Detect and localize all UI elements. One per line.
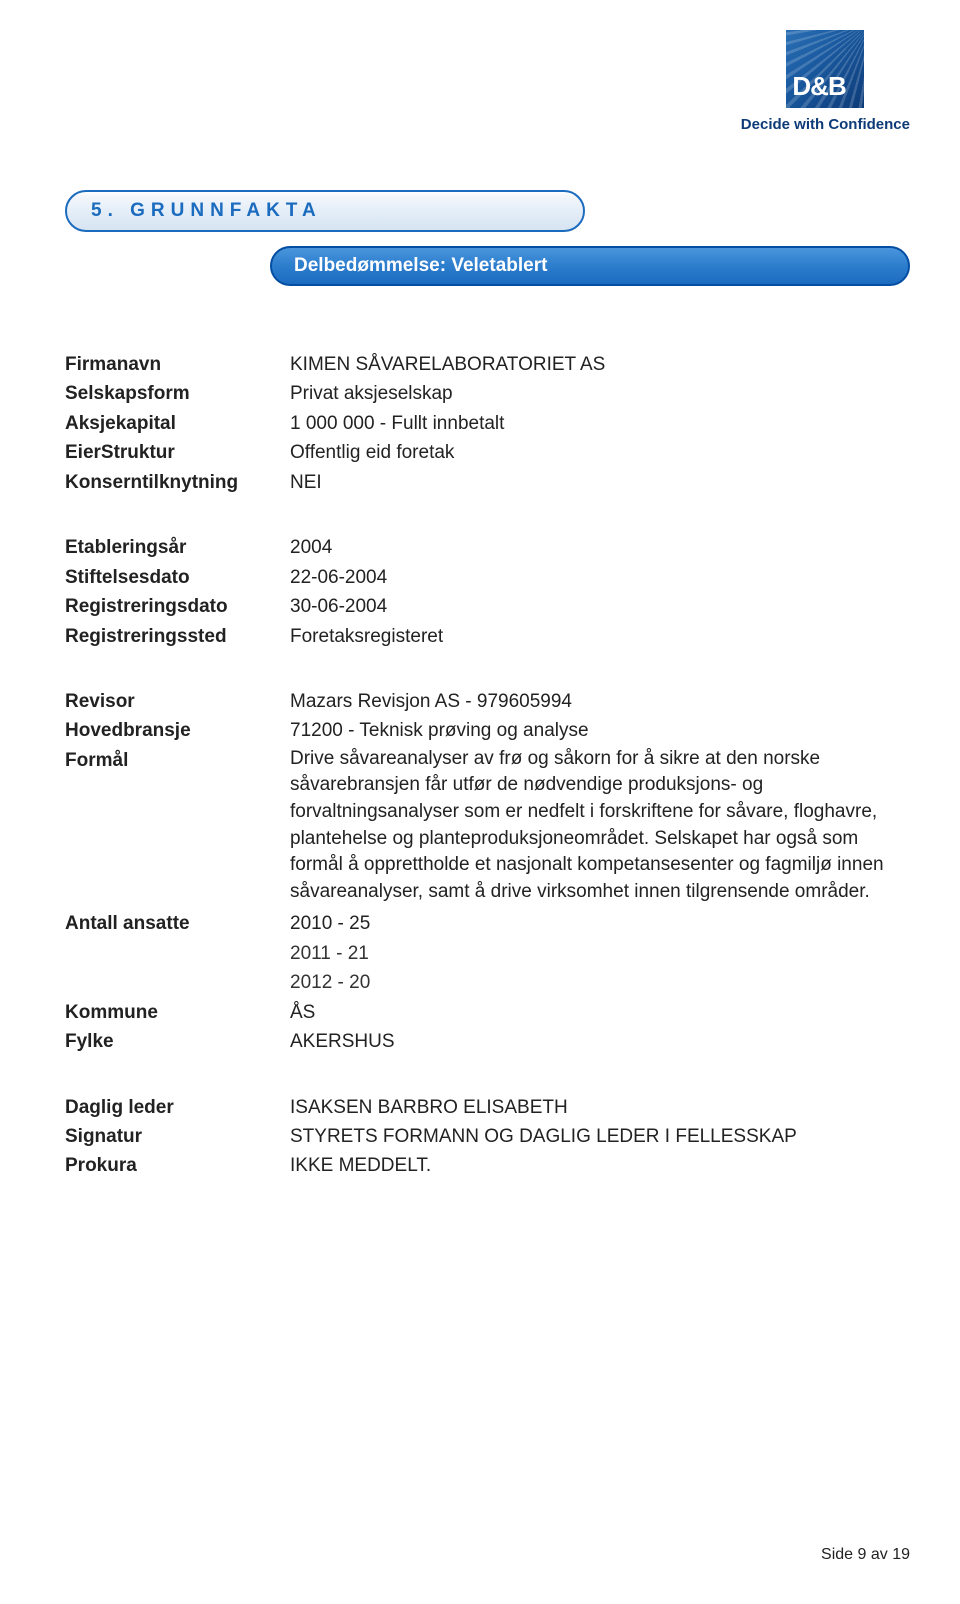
row-konserntilknytning: Konserntilknytning NEI (65, 468, 910, 497)
row-hovedbransje: Hovedbransje 71200 - Teknisk prøving og … (65, 716, 910, 745)
label-registreringssted: Registreringssted (65, 622, 290, 651)
subsection-label: Delbedømmelse: Veletablert (294, 255, 547, 277)
company-identity-group: Firmanavn KIMEN SÅVARELABORATORIET AS Se… (65, 350, 910, 497)
label-stiftelsesdato: Stiftelsesdato (65, 563, 290, 592)
value-etableringsaar: 2004 (290, 533, 910, 562)
label-hovedbransje: Hovedbransje (65, 716, 290, 745)
brand-logo: D&B (786, 30, 864, 108)
business-group: Revisor Mazars Revisjon AS - 979605994 H… (65, 687, 910, 1057)
logo-text: D&B (792, 71, 845, 102)
value-antall-ansatte-2: 2011 - 21 (290, 939, 910, 968)
label-firmanavn: Firmanavn (65, 350, 290, 379)
value-antall-ansatte-1: 2010 - 25 (290, 909, 910, 938)
label-konserntilknytning: Konserntilknytning (65, 468, 290, 497)
row-kommune: Kommune ÅS (65, 998, 910, 1027)
value-daglig-leder: ISAKSEN BARBRO ELISABETH (290, 1093, 910, 1122)
row-registreringsdato: Registreringsdato 30-06-2004 (65, 592, 910, 621)
value-konserntilknytning: NEI (290, 468, 910, 497)
label-kommune: Kommune (65, 998, 290, 1027)
row-antall-ansatte: Antall ansatte 2010 - 25 (65, 909, 910, 938)
value-formaal: Drive såvareanalyser av frø og såkorn fo… (290, 746, 910, 910)
label-revisor: Revisor (65, 687, 290, 716)
row-prokura: Prokura IKKE MEDDELT. (65, 1151, 910, 1180)
section-header: 5. GRUNNFAKTA (65, 190, 585, 232)
value-stiftelsesdato: 22-06-2004 (290, 563, 910, 592)
row-firmanavn: Firmanavn KIMEN SÅVARELABORATORIET AS (65, 350, 910, 379)
value-selskapsform: Privat aksjeselskap (290, 379, 910, 408)
value-registreringssted: Foretaksregisteret (290, 622, 910, 651)
registration-group: Etableringsår 2004 Stiftelsesdato 22-06-… (65, 533, 910, 651)
value-registreringsdato: 30-06-2004 (290, 592, 910, 621)
row-formaal: Formål Drive såvareanalyser av frø og så… (65, 746, 910, 910)
label-fylke: Fylke (65, 1027, 290, 1056)
label-signatur: Signatur (65, 1122, 290, 1151)
value-firmanavn: KIMEN SÅVARELABORATORIET AS (290, 350, 910, 379)
label-antall-ansatte: Antall ansatte (65, 909, 290, 938)
value-hovedbransje: 71200 - Teknisk prøving og analyse (290, 716, 910, 745)
row-aksjekapital: Aksjekapital 1 000 000 - Fullt innbetalt (65, 409, 910, 438)
row-etableringsaar: Etableringsår 2004 (65, 533, 910, 562)
row-registreringssted: Registreringssted Foretaksregisteret (65, 622, 910, 651)
label-etableringsaar: Etableringsår (65, 533, 290, 562)
value-fylke: AKERSHUS (290, 1027, 910, 1056)
label-aksjekapital: Aksjekapital (65, 409, 290, 438)
value-revisor: Mazars Revisjon AS - 979605994 (290, 687, 910, 716)
row-eierstruktur: EierStruktur Offentlig eid foretak (65, 438, 910, 467)
row-stiftelsesdato: Stiftelsesdato 22-06-2004 (65, 563, 910, 592)
brand-logo-block: D&B Decide with Confidence (741, 30, 910, 133)
value-eierstruktur: Offentlig eid foretak (290, 438, 910, 467)
label-formaal: Formål (65, 746, 290, 910)
section-title: 5. GRUNNFAKTA (91, 200, 322, 222)
subsection-header: Delbedømmelse: Veletablert (270, 246, 910, 286)
page-footer: Side 9 av 19 (821, 1546, 910, 1564)
brand-tagline: Decide with Confidence (741, 116, 910, 133)
label-prokura: Prokura (65, 1151, 290, 1180)
label-selskapsform: Selskapsform (65, 379, 290, 408)
row-revisor: Revisor Mazars Revisjon AS - 979605994 (65, 687, 910, 716)
value-signatur: STYRETS FORMANN OG DAGLIG LEDER I FELLES… (290, 1122, 910, 1151)
row-fylke: Fylke AKERSHUS (65, 1027, 910, 1056)
label-eierstruktur: EierStruktur (65, 438, 290, 467)
row-signatur: Signatur STYRETS FORMANN OG DAGLIG LEDER… (65, 1122, 910, 1151)
value-antall-ansatte-3: 2012 - 20 (290, 968, 910, 997)
value-kommune: ÅS (290, 998, 910, 1027)
row-daglig-leder: Daglig leder ISAKSEN BARBRO ELISABETH (65, 1093, 910, 1122)
label-registreringsdato: Registreringsdato (65, 592, 290, 621)
management-group: Daglig leder ISAKSEN BARBRO ELISABETH Si… (65, 1093, 910, 1181)
content-area: Firmanavn KIMEN SÅVARELABORATORIET AS Se… (65, 350, 910, 1217)
value-aksjekapital: 1 000 000 - Fullt innbetalt (290, 409, 910, 438)
row-selskapsform: Selskapsform Privat aksjeselskap (65, 379, 910, 408)
value-prokura: IKKE MEDDELT. (290, 1151, 910, 1180)
label-daglig-leder: Daglig leder (65, 1093, 290, 1122)
